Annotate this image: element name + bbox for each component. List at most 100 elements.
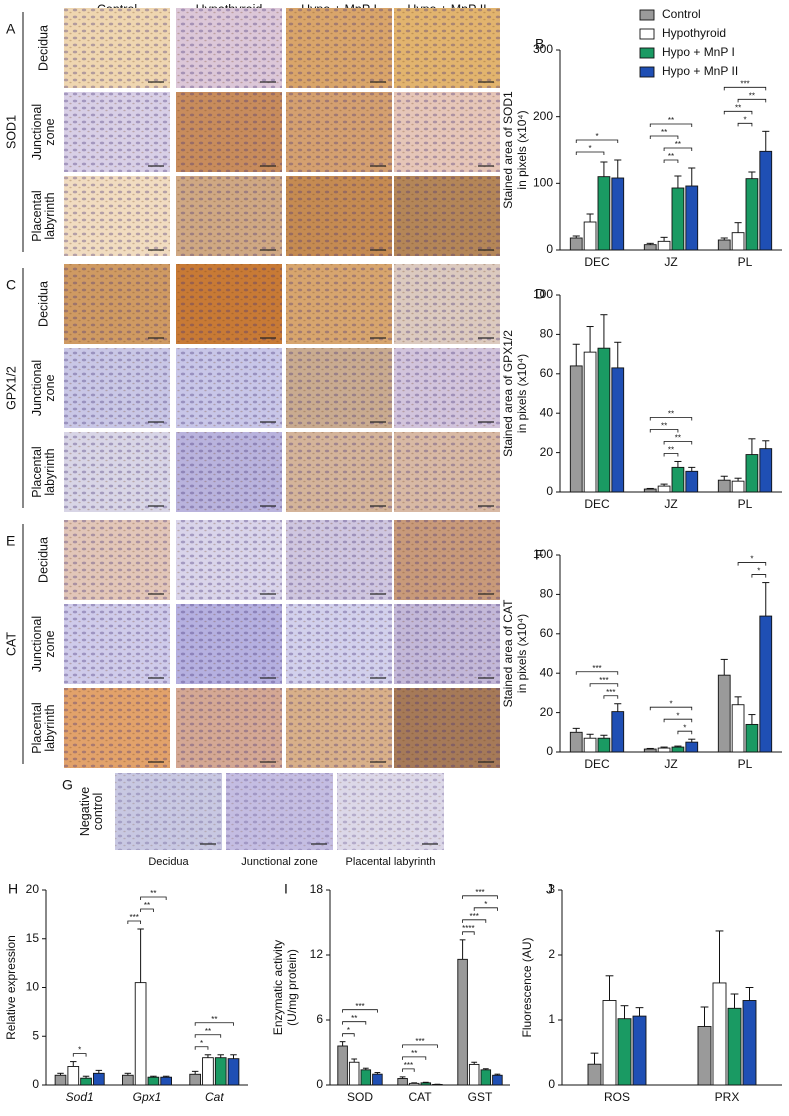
micrograph-texture	[64, 176, 170, 256]
micrograph-texture	[176, 176, 282, 256]
panel-label: B	[535, 36, 544, 52]
y-tick-label: 0	[546, 484, 553, 498]
bar	[160, 1076, 172, 1086]
error-bar	[339, 1041, 346, 1046]
significance-label: **	[735, 103, 741, 112]
bar	[569, 237, 583, 251]
error-bar	[748, 438, 756, 455]
significance-label: **	[749, 91, 755, 100]
bar	[214, 1057, 227, 1086]
significance-bracket	[473, 907, 498, 911]
bar	[745, 454, 759, 493]
bar	[671, 187, 685, 251]
significance-bracket	[127, 920, 142, 924]
micrograph-texture	[394, 92, 500, 172]
caption: Junctional zone	[241, 856, 317, 868]
bar	[685, 185, 699, 251]
micrograph-texture	[64, 604, 170, 684]
significance-label: **	[351, 1014, 357, 1023]
row-label: Junctional	[30, 104, 44, 160]
error-bar	[590, 1052, 599, 1065]
micrograph-texture	[286, 8, 392, 88]
error-bar	[688, 167, 696, 186]
y-tick-label: 20	[540, 445, 554, 459]
error-bar	[191, 1070, 199, 1075]
significance-label: **	[675, 434, 681, 443]
y-tick-label: 3	[548, 882, 555, 896]
bar	[92, 1072, 105, 1086]
error-bar	[720, 237, 728, 240]
y-axis-label: Stained area of CAT	[501, 599, 515, 708]
row-label: Junctional	[30, 616, 44, 672]
significance-label: ***	[606, 688, 615, 697]
significance-label: **	[150, 889, 156, 898]
bar	[717, 479, 731, 493]
bar	[348, 1061, 360, 1086]
y-tick-label: 0	[548, 1077, 555, 1091]
y-tick-label: 5	[32, 1028, 39, 1042]
significance-label: **	[661, 422, 667, 431]
error-bar	[748, 714, 756, 725]
error-bar	[217, 1054, 224, 1058]
y-tick-label: 60	[540, 366, 554, 380]
error-bar	[734, 222, 742, 233]
error-bar	[95, 1069, 103, 1074]
y-axis-label: in pixels (x10⁴)	[515, 614, 529, 693]
y-tick-label: 12	[310, 947, 324, 961]
significance-label: *	[669, 699, 672, 708]
significance-bracket	[194, 1034, 222, 1038]
caption: Decidua	[148, 856, 189, 868]
error-bar	[720, 475, 728, 481]
error-bar	[660, 746, 668, 749]
panel-label: I	[284, 881, 288, 897]
significance-label: **	[661, 128, 667, 137]
y-tick-label: 18	[310, 882, 324, 896]
panel-label: G	[62, 777, 73, 793]
significance-label: *	[200, 1039, 203, 1048]
significance-bracket	[649, 417, 693, 421]
error-bar	[471, 1061, 478, 1065]
error-bar	[762, 440, 770, 449]
x-tick-label: JZ	[664, 757, 677, 771]
x-tick-label: GST	[468, 1090, 493, 1104]
y-tick-label: 80	[540, 327, 554, 341]
significance-label: *	[750, 555, 753, 564]
error-bar	[374, 1072, 381, 1075]
bar	[583, 221, 597, 251]
row-label: Negative	[78, 787, 92, 836]
panel-label: J	[546, 881, 553, 897]
micrograph-texture	[64, 8, 170, 88]
bar	[457, 958, 468, 1086]
y-tick-label: 40	[540, 405, 554, 419]
bar	[420, 1082, 432, 1086]
y-tick-label: 20	[26, 882, 40, 896]
y-tick-label: 80	[540, 587, 554, 601]
significance-label: **	[668, 410, 674, 419]
error-bar	[646, 242, 654, 245]
group-label: CAT	[4, 632, 18, 656]
micrograph-texture	[64, 688, 170, 768]
significance-bracket	[402, 1056, 427, 1060]
bar	[671, 746, 685, 753]
y-axis-label: Fluorescence (AU)	[520, 937, 534, 1037]
x-tick-label: Gpx1	[133, 1090, 162, 1104]
significance-label: *	[743, 115, 746, 124]
micrograph-texture	[176, 604, 282, 684]
micrograph-texture	[64, 264, 170, 344]
significance-label: ****	[462, 924, 474, 933]
x-tick-label: PL	[738, 757, 753, 771]
significance-bracket	[575, 671, 619, 675]
micrograph-texture	[64, 520, 170, 600]
y-tick-label: 6	[316, 1012, 323, 1026]
panel-label: E	[6, 533, 15, 549]
error-bar	[600, 314, 608, 349]
significance-label: **	[675, 140, 681, 149]
micrograph-texture	[176, 8, 282, 88]
bar	[360, 1069, 372, 1086]
bar	[671, 466, 685, 493]
significance-bracket	[663, 718, 693, 723]
row-label: zone	[43, 630, 57, 657]
error-bar	[688, 738, 696, 743]
error-bar	[674, 175, 682, 188]
